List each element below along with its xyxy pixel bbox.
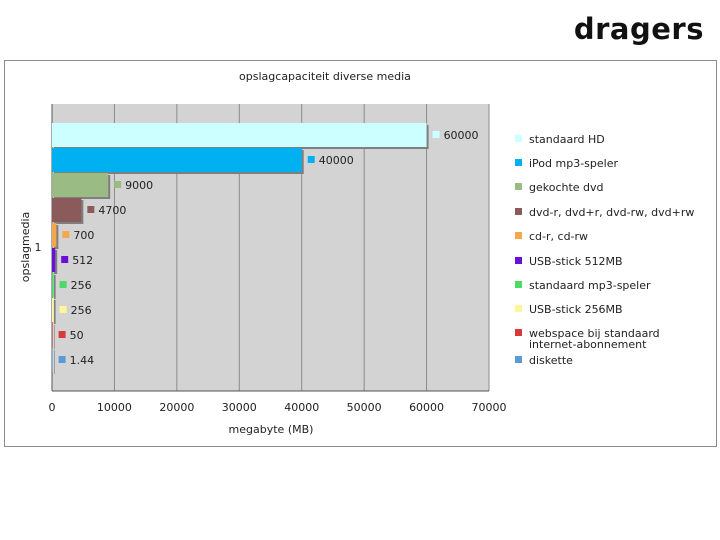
- legend-label: dvd-r, dvd+r, dvd-rw, dvd+rw: [529, 206, 695, 219]
- bar: [52, 173, 109, 197]
- legend-label: gekochte dvd: [529, 181, 604, 194]
- data-label: 700: [73, 229, 94, 242]
- legend-swatch: [515, 208, 522, 215]
- x-tick-label: 10000: [97, 401, 132, 414]
- data-label: 60000: [444, 129, 479, 142]
- x-tick-label: 60000: [409, 401, 444, 414]
- legend-label: standaard HD: [529, 133, 605, 146]
- legend-label: USB-stick 256MB: [529, 303, 623, 316]
- data-label-swatch: [58, 331, 66, 338]
- x-tick-label: 30000: [222, 401, 257, 414]
- bar: [52, 323, 53, 347]
- data-label: 40000: [319, 154, 354, 167]
- data-label-swatch: [59, 281, 67, 288]
- bar: [52, 248, 56, 272]
- legend-swatch: [515, 257, 522, 264]
- data-label: 256: [71, 304, 92, 317]
- data-label: 512: [72, 254, 93, 267]
- legend-swatch: [515, 135, 522, 142]
- x-tick-label: 20000: [159, 401, 194, 414]
- x-axis-label: megabyte (MB): [229, 423, 314, 436]
- chart-frame: opslagcapaciteit diverse media 0 10000 200…: [4, 60, 717, 447]
- bar: [52, 273, 54, 297]
- bar: [52, 198, 82, 222]
- legend-swatch: [515, 232, 522, 239]
- bar: [52, 148, 302, 172]
- bar: [52, 348, 53, 372]
- data-label-swatch: [432, 131, 440, 138]
- bar-shadow: [54, 350, 55, 374]
- y-category-tick: 1: [35, 241, 42, 254]
- data-label: 50: [70, 329, 84, 342]
- x-tick-label: 0: [49, 401, 56, 414]
- data-label: 4700: [98, 204, 126, 217]
- data-label: 256: [71, 279, 92, 292]
- legend-label: standaard mp3-speler: [529, 279, 651, 292]
- legend-swatch: [515, 356, 522, 363]
- legend-label: diskette: [529, 354, 573, 367]
- bar: [52, 298, 54, 322]
- x-tick-label: 40000: [284, 401, 319, 414]
- data-label-swatch: [58, 356, 66, 363]
- data-label-swatch: [61, 256, 69, 263]
- y-axis-label: opslagmedia: [19, 212, 32, 283]
- bar: [52, 223, 57, 247]
- data-label: 1.44: [70, 354, 95, 367]
- bar-shadow: [54, 250, 58, 274]
- bar-chart: 0 10000 20000 30000 40000 50000 60000 70000 mega…: [19, 104, 507, 436]
- bar-shadow: [54, 300, 56, 324]
- legend-swatch: [515, 305, 522, 312]
- bar-shadow: [54, 325, 55, 349]
- chart-title: opslagcapaciteit diverse media: [239, 70, 411, 83]
- bar-shadow: [54, 275, 56, 299]
- x-tick-label: 50000: [347, 401, 382, 414]
- legend-swatch: [515, 281, 522, 288]
- data-label-swatch: [307, 156, 315, 163]
- data-label-swatch: [87, 206, 95, 213]
- legend-label: webspace bij standaard internet-abonneme…: [529, 327, 660, 351]
- bar: [52, 123, 427, 147]
- data-label: 9000: [125, 179, 153, 192]
- data-label-swatch: [114, 181, 122, 188]
- legend-label: USB-stick 512MB: [529, 255, 623, 268]
- legend-swatch: [515, 329, 522, 336]
- data-label-swatch: [59, 306, 67, 313]
- legend-label: cd-r, cd-rw: [529, 230, 589, 243]
- x-tick-label: 70000: [472, 401, 507, 414]
- slide-title: dragers: [573, 12, 704, 46]
- legend-swatch: [515, 183, 522, 190]
- legend-swatch: [515, 159, 522, 166]
- legend-label: iPod mp3-speler: [529, 157, 618, 170]
- data-label-swatch: [62, 231, 70, 238]
